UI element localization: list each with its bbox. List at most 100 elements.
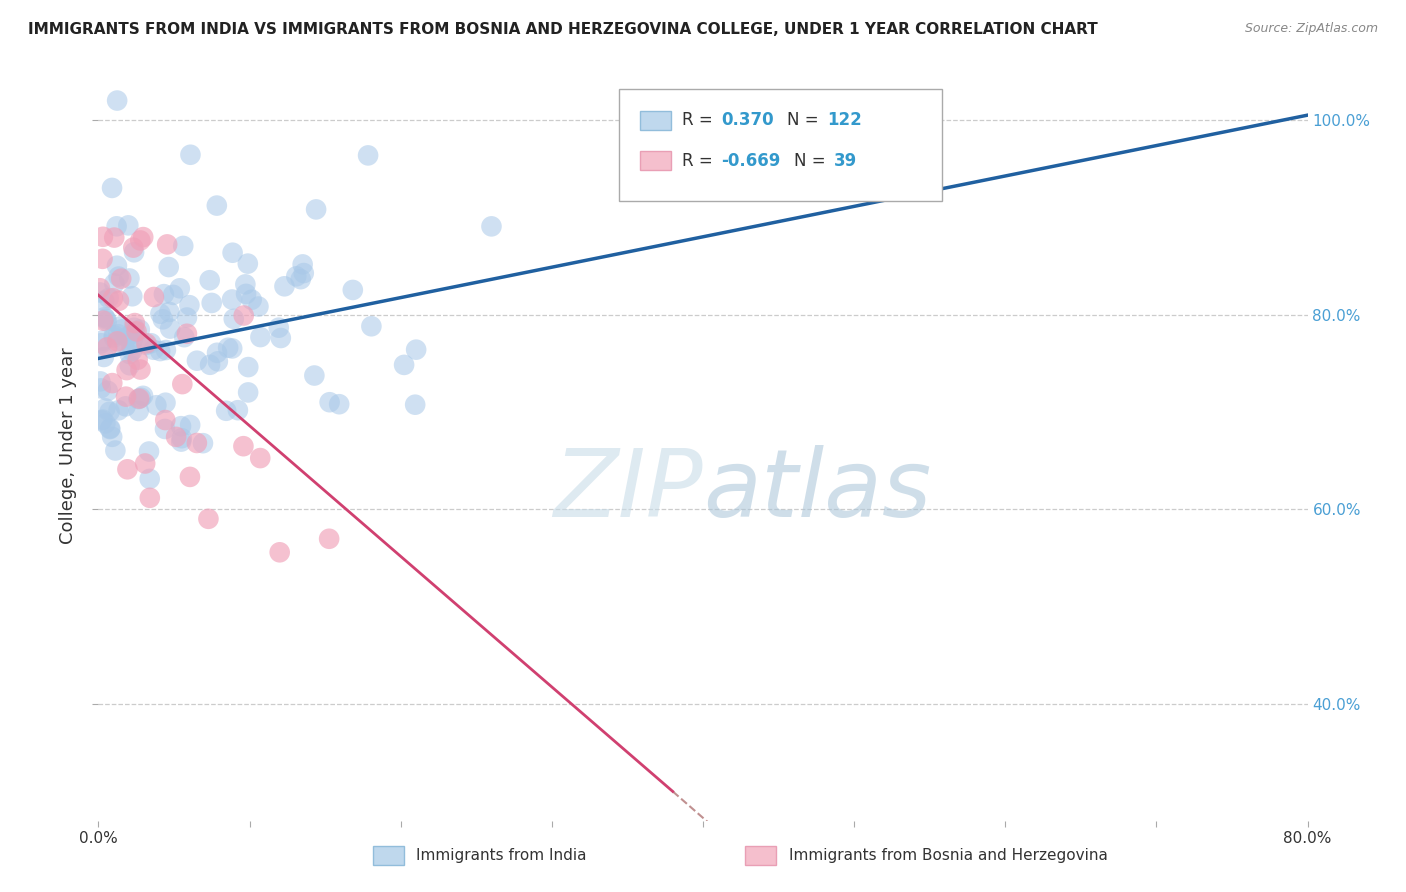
Point xyxy=(118,358,141,372)
Point xyxy=(236,257,259,271)
Point xyxy=(89,281,111,295)
Point xyxy=(138,444,160,458)
Text: 122: 122 xyxy=(827,112,862,129)
Point xyxy=(179,417,201,432)
Point xyxy=(232,309,254,323)
Text: Source: ZipAtlas.com: Source: ZipAtlas.com xyxy=(1244,22,1378,36)
Point xyxy=(292,266,315,280)
Point xyxy=(107,269,129,284)
Point xyxy=(172,377,194,392)
Point xyxy=(285,269,308,284)
Point xyxy=(176,310,198,325)
Point xyxy=(93,310,115,325)
Point xyxy=(152,312,174,326)
Point xyxy=(205,345,228,359)
Point xyxy=(115,330,138,344)
Point xyxy=(127,352,149,367)
Point xyxy=(156,237,179,252)
Point xyxy=(105,334,128,349)
Point xyxy=(103,230,125,244)
Point xyxy=(101,376,124,390)
Point xyxy=(240,293,263,307)
Point xyxy=(198,273,221,287)
Point xyxy=(481,219,503,234)
Point xyxy=(226,403,249,417)
Point xyxy=(96,314,118,328)
Point xyxy=(108,319,131,334)
Point xyxy=(117,219,139,233)
Point xyxy=(107,327,129,342)
Point xyxy=(132,230,155,244)
Point xyxy=(176,326,198,341)
Point xyxy=(124,326,146,340)
Point xyxy=(157,260,180,274)
Point xyxy=(97,291,120,305)
Point xyxy=(114,400,136,414)
Point xyxy=(90,413,112,427)
Point xyxy=(165,430,187,444)
Point xyxy=(179,298,201,312)
Point xyxy=(121,343,143,358)
Point xyxy=(103,330,125,344)
Point xyxy=(115,390,138,404)
Point xyxy=(139,491,162,505)
Point xyxy=(135,338,157,352)
Point xyxy=(170,431,193,445)
Point xyxy=(91,313,114,327)
Point xyxy=(108,293,131,308)
Point xyxy=(162,288,184,302)
Text: -0.669: -0.669 xyxy=(721,152,780,169)
Point xyxy=(270,331,292,345)
Point xyxy=(170,419,193,434)
Point xyxy=(205,198,228,212)
Point xyxy=(198,358,221,372)
Text: N =: N = xyxy=(794,152,831,169)
Point xyxy=(98,422,121,436)
Point xyxy=(91,334,114,348)
Point xyxy=(121,333,143,347)
Point xyxy=(107,403,129,417)
Point xyxy=(269,545,291,559)
Text: IMMIGRANTS FROM INDIA VS IMMIGRANTS FROM BOSNIA AND HERZEGOVINA COLLEGE, UNDER 1: IMMIGRANTS FROM INDIA VS IMMIGRANTS FROM… xyxy=(28,22,1098,37)
Point xyxy=(153,287,176,301)
Point xyxy=(129,234,152,248)
Point xyxy=(290,272,312,286)
Point xyxy=(221,342,243,356)
Point xyxy=(201,296,224,310)
Text: N =: N = xyxy=(787,112,824,129)
Point xyxy=(105,335,128,350)
Text: 0.370: 0.370 xyxy=(721,112,773,129)
Point xyxy=(103,328,125,343)
Point xyxy=(117,462,139,476)
Point xyxy=(90,336,112,351)
Text: Immigrants from Bosnia and Herzegovina: Immigrants from Bosnia and Herzegovina xyxy=(789,848,1108,863)
Point xyxy=(221,245,243,260)
Point xyxy=(118,271,141,285)
Point xyxy=(101,291,124,305)
Point xyxy=(94,401,117,416)
Point xyxy=(318,532,340,546)
Point xyxy=(179,148,201,162)
Point xyxy=(118,347,141,361)
Point xyxy=(217,341,239,355)
Point xyxy=(149,307,172,321)
Point xyxy=(115,363,138,377)
Point xyxy=(124,316,146,330)
Point xyxy=(105,94,128,108)
Point xyxy=(155,343,177,357)
Point xyxy=(235,277,257,292)
Point xyxy=(96,340,118,354)
Text: Immigrants from India: Immigrants from India xyxy=(416,848,586,863)
Point xyxy=(134,457,156,471)
Point xyxy=(291,257,314,271)
Point xyxy=(236,385,259,400)
Point xyxy=(273,279,295,293)
Text: R =: R = xyxy=(682,152,718,169)
Point xyxy=(128,323,150,337)
Point xyxy=(129,391,152,405)
Point xyxy=(232,439,254,453)
Point xyxy=(172,239,194,253)
Point xyxy=(173,330,195,344)
Point xyxy=(122,241,145,255)
Point xyxy=(103,277,125,291)
